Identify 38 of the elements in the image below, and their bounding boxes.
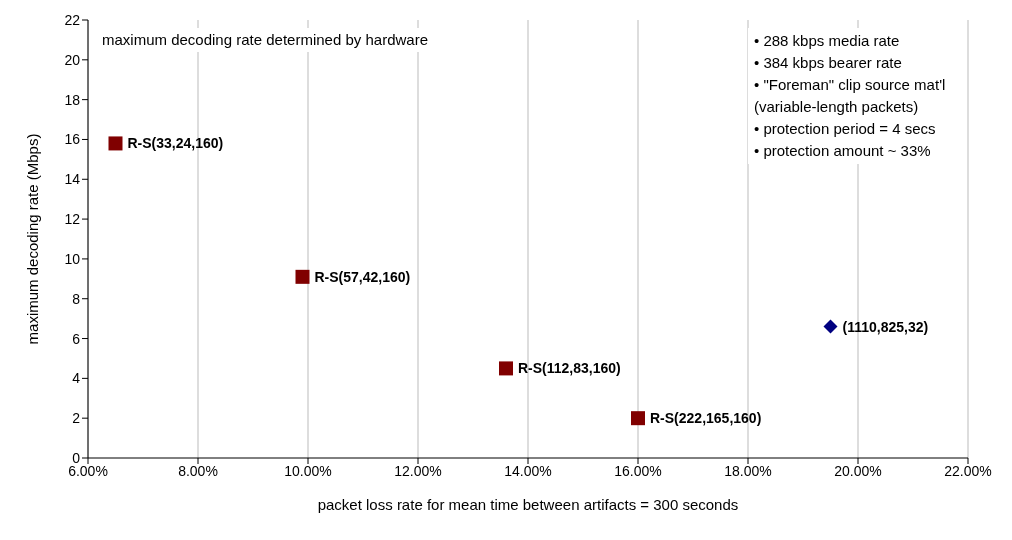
annotation: R-S(57,42,160) [314,268,411,285]
x-tick-label: 8.00% [178,462,218,479]
y-tick-label: 18 [64,91,81,108]
annotation: R-S(222,165,160) [650,410,762,427]
x-tick-label: 16.00% [614,462,662,479]
x-tick-label: 20.00% [834,462,882,479]
y-tick-label: 16 [64,131,81,148]
y-tick-label: 12 [64,211,81,228]
x-tick-label: 22.00% [944,462,992,479]
annotation: (1110,825,32) [842,318,929,335]
annotation: maximum decoding rate determined by hardware [96,28,434,52]
point [295,269,310,284]
annotation: • 288 kbps media rate [754,31,901,51]
y-tick-label: 20 [64,51,81,68]
point [108,136,123,151]
y-tick-label: 6 [72,330,81,347]
y-tick-label: 2 [72,410,81,427]
y-tick-label: 22 [64,11,81,28]
annotation: R-S(33,24,160) [127,135,224,152]
x-tick-label: 18.00% [724,462,772,479]
x-tick-label: 14.00% [504,462,552,479]
annotation: R-S(112,83,160) [518,360,621,377]
annotation: (variable-length packets) [754,97,920,117]
annotation: • protection amount ~ 33% [754,141,932,161]
y-tick-label: 10 [64,250,81,267]
y-tick-label: 4 [72,370,81,387]
annotation: • protection period = 4 secs [754,119,937,139]
y-tick-label: 8 [72,290,81,307]
point [631,411,645,426]
y-tick-label: 14 [64,171,81,188]
annotation: • 384 kbps bearer rate [754,53,903,73]
point [499,361,513,376]
y-axis-title: maximum decoding rate (Mbps) [24,133,42,345]
x-tick-label: 10.00% [284,462,332,479]
x-axis-title: packet loss rate for mean time between artifacts = 300 seconds [317,496,739,513]
point [823,319,838,334]
annotation: • "Foreman" clip source mat'l [754,75,946,95]
x-tick-label: 12.00% [394,462,442,479]
